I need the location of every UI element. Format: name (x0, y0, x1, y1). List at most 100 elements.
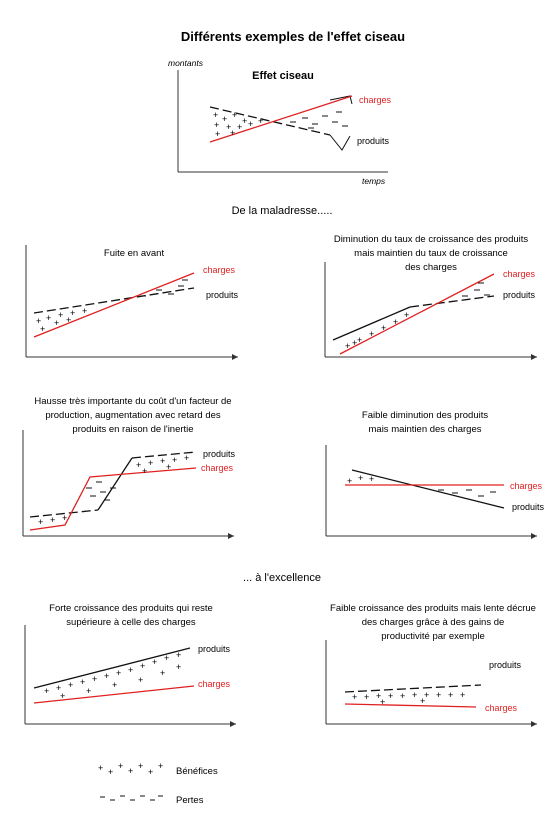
p6-produits-label: produits (489, 660, 522, 670)
p2-produits-label: produits (503, 290, 536, 300)
svg-text:+: + (376, 691, 381, 701)
svg-text:+: + (166, 462, 171, 472)
p6-caption-line-2: des charges grâce à des gains de (362, 617, 505, 628)
svg-text:+: + (347, 476, 352, 486)
p3-produits-dashed-1 (29, 509, 99, 518)
svg-text:+: + (82, 306, 87, 316)
p2-caption-line-2: mais maintien du taux de croissance (354, 248, 508, 259)
svg-text:+: + (142, 466, 147, 476)
p6-produits-line (344, 684, 482, 693)
svg-text:+: + (230, 128, 235, 138)
svg-text:+: + (136, 460, 141, 470)
svg-text:+: + (176, 662, 181, 672)
svg-text:+: + (36, 316, 41, 326)
svg-text:+: + (80, 677, 85, 687)
legend-benefices-label: Bénéfices (176, 766, 218, 777)
legend-benefits-marks: + + + + + + + (98, 761, 163, 777)
svg-text:+: + (98, 763, 103, 773)
svg-text:+: + (104, 671, 109, 681)
svg-text:+: + (213, 110, 218, 120)
svg-text:+: + (214, 120, 219, 130)
svg-text:+: + (92, 674, 97, 684)
svg-text:+: + (158, 761, 163, 771)
svg-text:+: + (237, 122, 242, 132)
svg-text:+: + (46, 313, 51, 323)
p5-produits-line (33, 647, 191, 689)
svg-text:+: + (248, 119, 253, 129)
svg-text:+: + (412, 690, 417, 700)
svg-text:+: + (215, 129, 220, 139)
svg-text:+: + (128, 665, 133, 675)
svg-text:+: + (70, 308, 75, 318)
svg-text:+: + (108, 767, 113, 777)
svg-text:+: + (66, 315, 71, 325)
svg-text:+: + (164, 653, 169, 663)
svg-text:+: + (160, 456, 165, 466)
svg-text:+: + (232, 110, 237, 120)
svg-text:+: + (112, 680, 117, 690)
p5-charges-label: charges (198, 679, 231, 689)
svg-text:+: + (358, 473, 363, 483)
svg-text:+: + (148, 767, 153, 777)
top-charges-label: charges (359, 95, 392, 105)
svg-text:+: + (148, 458, 153, 468)
p2-losses-marks (462, 282, 490, 297)
svg-text:+: + (380, 697, 385, 707)
svg-text:+: + (138, 761, 143, 771)
svg-text:+: + (44, 686, 49, 696)
svg-text:+: + (420, 696, 425, 706)
svg-text:+: + (60, 691, 65, 701)
p5-produits-label: produits (198, 644, 231, 654)
svg-text:+: + (424, 690, 429, 700)
top-x-label: temps (362, 176, 386, 186)
svg-text:+: + (369, 474, 374, 484)
svg-text:+: + (448, 690, 453, 700)
svg-text:+: + (62, 513, 67, 523)
p3-benefits-marks: + + + + + + + ++ + (38, 453, 189, 527)
p5-caption-line-1: Forte croissance des produits qui reste (49, 603, 213, 614)
svg-text:+: + (38, 517, 43, 527)
legend-pertes-label: Pertes (176, 795, 204, 806)
svg-text:+: + (184, 453, 189, 463)
top-benefits-marks: + + ++ + + + + + ++ (213, 110, 263, 139)
top-caption: Effet ciseau (252, 70, 314, 82)
top-y-label: montants (168, 58, 204, 68)
p3-charges-line (29, 467, 197, 531)
svg-text:+: + (58, 310, 63, 320)
p3-caption-line-1: Hausse très importante du coût d'un fact… (34, 396, 231, 407)
p4-produits-line (351, 469, 505, 509)
svg-text:+: + (388, 691, 393, 701)
svg-text:+: + (140, 661, 145, 671)
p1-benefits-marks: + + + + +++ + (36, 306, 87, 334)
svg-text:+: + (222, 114, 227, 124)
svg-text:+: + (172, 455, 177, 465)
p3-caption-line-2: production, augmentation avec retard des (45, 410, 221, 421)
p1-charges-line (33, 272, 195, 338)
svg-text:+: + (369, 329, 374, 339)
p4-caption-line-1: Faible diminution des produits (362, 410, 488, 421)
p6-benefits-marks: + + + + + + + + + ++ + (352, 690, 465, 707)
svg-text:+: + (404, 310, 409, 320)
p6-caption-line-1: Faible croissance des produits mais lent… (330, 603, 536, 614)
p1-produits-line (33, 287, 195, 314)
p6-x-arrow (531, 721, 537, 727)
p3-losses-marks (86, 481, 116, 501)
top-produits-handle (329, 134, 351, 151)
svg-text:+: + (352, 338, 357, 348)
top-produits-line (209, 106, 331, 136)
p4-benefits-marks: + + + (347, 473, 374, 486)
p2-benefits-marks: ++++ +++ (345, 310, 409, 351)
p3-produits-solid (97, 457, 133, 511)
section-good-title: ... à l'excellence (243, 572, 321, 584)
p1-charges-label: charges (203, 265, 236, 275)
svg-text:+: + (436, 690, 441, 700)
p2-caption-line-1: Diminution du taux de croissance des pro… (334, 234, 529, 245)
p3-produits-label: produits (203, 449, 236, 459)
p5-x-arrow (230, 721, 236, 727)
svg-text:+: + (357, 335, 362, 345)
panel-hausse-cout: Hausse très importante du coût d'un fact… (22, 396, 236, 539)
legend-losses-marks (100, 795, 163, 801)
panel-fuite-en-avant: Fuite en avant + + + + +++ + charges produit… (25, 245, 239, 360)
p5-benefits-marks: + + + + + + + + + + + + + ++ + ++ (44, 650, 181, 701)
